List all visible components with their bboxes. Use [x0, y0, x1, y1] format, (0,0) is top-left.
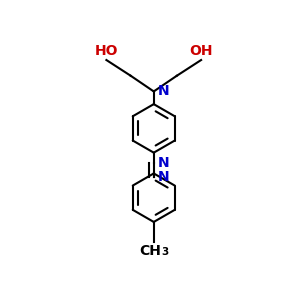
Text: OH: OH	[189, 44, 213, 58]
Text: CH: CH	[139, 244, 161, 258]
Text: 3: 3	[161, 248, 168, 257]
Text: N: N	[158, 84, 170, 98]
Text: N: N	[158, 170, 170, 184]
Text: N: N	[158, 156, 170, 170]
Text: HO: HO	[94, 44, 118, 58]
